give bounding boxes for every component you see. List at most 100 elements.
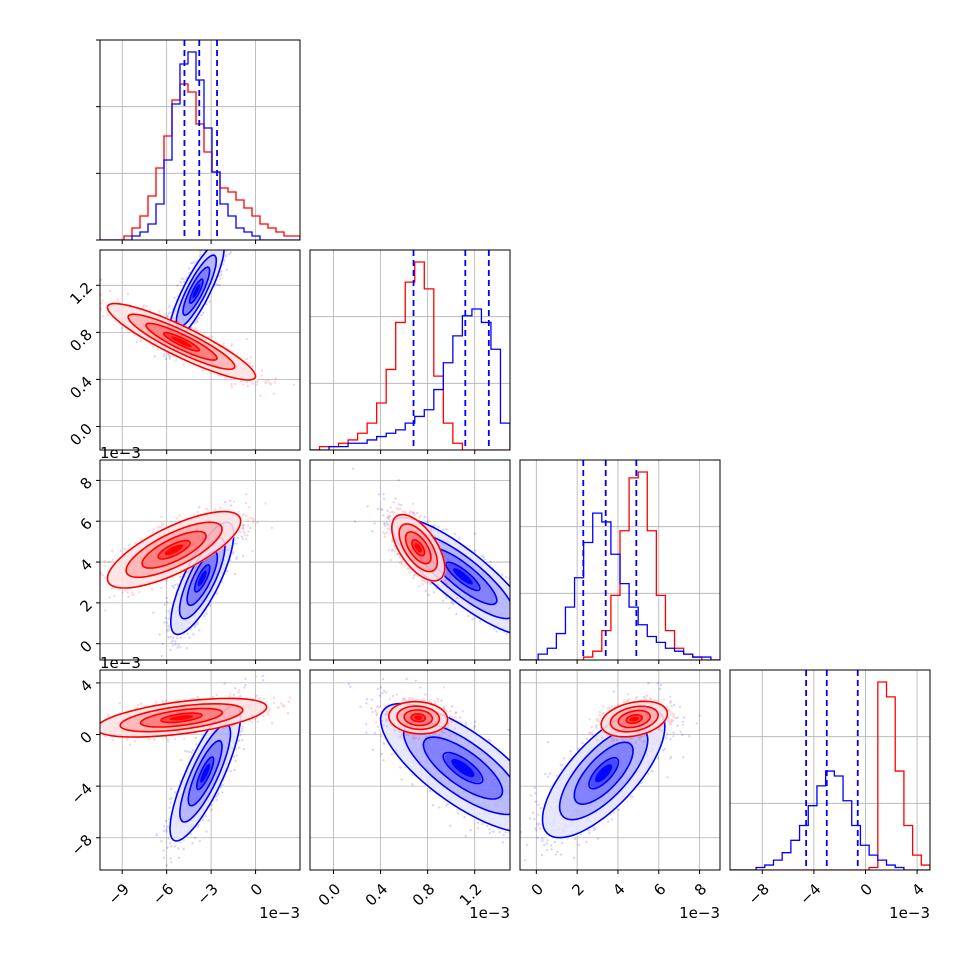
y-tick-label: 2 [77, 596, 96, 615]
y-tick-label: 0.8 [66, 326, 96, 356]
scatter-panel-2-3 [519, 669, 721, 874]
hist-blue-2 [520, 512, 720, 660]
pair-0-3-frame [99, 669, 301, 871]
x-tick-label: 0 [247, 880, 266, 899]
contour-red [617, 709, 652, 729]
y-tick-label: 8 [77, 474, 96, 493]
contour-blue [541, 707, 666, 839]
y-tick-label: −8 [68, 831, 96, 859]
x-offset-label: 1e−3 [259, 904, 300, 922]
y-tick-label: 0.4 [66, 373, 96, 403]
x-offset-label: 1e−3 [679, 904, 720, 922]
contour-red [625, 714, 643, 725]
contour-red [145, 322, 218, 361]
density-blue [169, 520, 235, 637]
hist-red-3 [730, 681, 930, 870]
density-red [599, 700, 669, 738]
y-tick-label: 0 [77, 728, 96, 747]
x-tick-label: 8 [691, 880, 710, 899]
hist-blue-0 [100, 51, 300, 240]
pair-1-3-frame [309, 669, 511, 871]
contour-red [127, 313, 236, 371]
x-tick-label: 0.8 [409, 880, 439, 910]
contour-blue [379, 702, 510, 832]
hist-2-frame [519, 459, 721, 661]
contour-red [162, 331, 201, 352]
x-tick-label: 0 [528, 880, 547, 899]
hist-panel-3 [729, 669, 931, 874]
density-blue [540, 706, 668, 841]
contour-blue [169, 704, 242, 842]
y-offset-label: 1e−3 [100, 654, 141, 672]
contour-blue [193, 564, 211, 593]
contour-blue [195, 756, 215, 791]
contour-red [411, 539, 426, 557]
y-tick-label: 0 [77, 637, 96, 656]
y-tick-label: 4 [77, 676, 96, 695]
contour-blue [588, 756, 620, 790]
pair-1-2-frame [309, 459, 511, 661]
density-red [390, 513, 446, 583]
hist-red-0 [100, 83, 300, 240]
pair-2-3-frame [519, 669, 721, 871]
x-tick-label: 4 [609, 880, 628, 899]
contour-red [609, 705, 660, 733]
contour-red [391, 513, 446, 582]
scatter-panel-0-1 [96, 249, 301, 454]
x-offset-label: 1e−3 [469, 904, 510, 922]
pair-0-1-frame [99, 249, 301, 451]
y-tick-label: 1.2 [66, 279, 96, 309]
x-tick-label: 0.0 [315, 880, 345, 910]
scatter-panel-0-2 [96, 459, 301, 664]
x-tick-label: −6 [149, 880, 177, 908]
x-tick-label: −8 [745, 880, 773, 908]
contour-red [141, 530, 207, 569]
contour-blue [445, 561, 481, 592]
contour-blue [558, 725, 649, 821]
contour-blue [573, 741, 634, 806]
contour-red [396, 705, 441, 731]
contour-blue [187, 739, 223, 807]
hist-panel-2 [519, 459, 721, 664]
hist-red-1 [310, 261, 510, 450]
hist-blue-1 [310, 308, 510, 450]
x-tick-label: −3 [193, 880, 221, 908]
contour-blue [182, 266, 211, 317]
y-tick-label: 4 [77, 555, 96, 574]
contour-red [119, 703, 244, 733]
contour-red [100, 697, 268, 738]
x-tick-label: −9 [105, 880, 133, 908]
contour-blue [402, 720, 510, 816]
contour-red [398, 523, 439, 573]
contour-red [125, 521, 223, 579]
x-tick-label: 2 [568, 880, 587, 899]
contour-blue [442, 751, 484, 785]
x-tick-label: 0.4 [362, 880, 392, 910]
x-tick-label: −4 [796, 880, 824, 908]
contour-red [410, 713, 427, 723]
scatter-panel-0-3 [96, 669, 301, 874]
contour-blue [422, 736, 504, 800]
contour-red [160, 712, 203, 724]
scatter-panel-1-3 [309, 669, 511, 874]
contour-red [157, 539, 191, 560]
contour-red [403, 709, 434, 727]
y-tick-label: −4 [68, 779, 96, 807]
x-tick-label: 4 [908, 880, 927, 899]
pair-0-2-frame [99, 459, 301, 661]
x-offset-label: 1e−3 [889, 904, 930, 922]
hist-blue-3 [730, 770, 930, 870]
scatter-panel-1-2 [309, 459, 511, 664]
contour-red [600, 700, 669, 738]
hist-3-frame [729, 669, 931, 871]
contour-red [106, 510, 242, 589]
density-red [104, 302, 259, 382]
contour-blue [188, 278, 204, 304]
hist-1-frame [309, 249, 511, 451]
contour-red [404, 530, 432, 565]
y-tick-label: 0.0 [66, 420, 96, 450]
hist-0-frame [99, 39, 301, 241]
contour-red [139, 707, 224, 728]
x-tick-label: 0 [857, 880, 876, 899]
y-tick-label: 6 [77, 515, 96, 534]
